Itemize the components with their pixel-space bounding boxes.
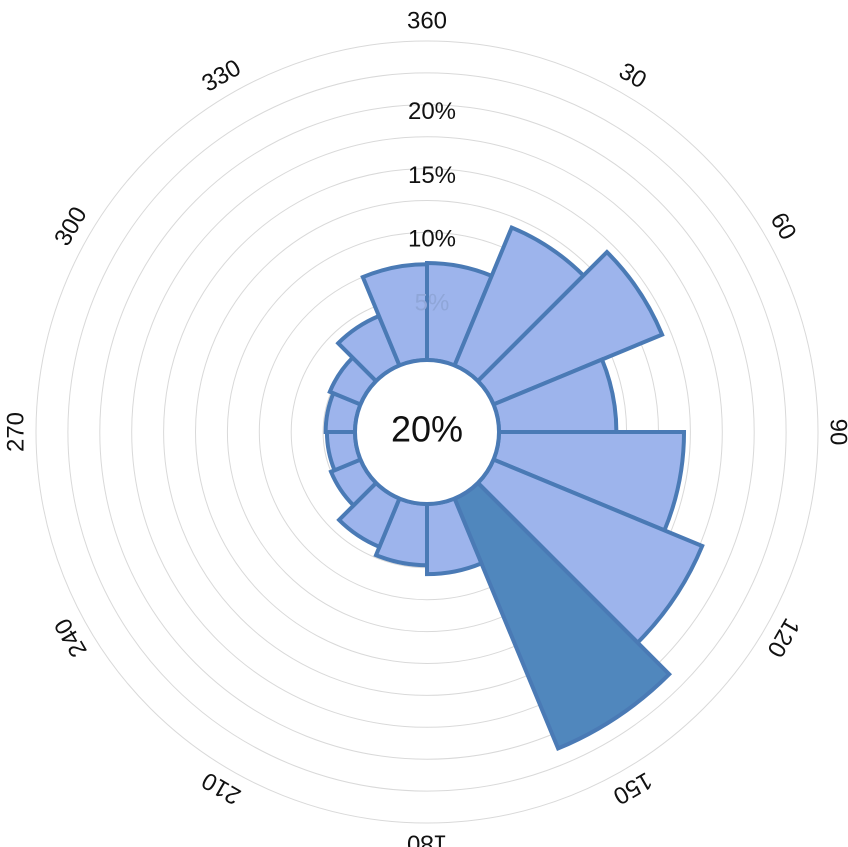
angle-tick-label: 240 — [49, 613, 92, 661]
angle-tick-label: 180 — [407, 830, 447, 847]
radial-tick-label: 5% — [415, 290, 450, 317]
angle-tick-label: 150 — [608, 766, 656, 809]
angle-tick-label: 300 — [49, 202, 92, 250]
grid-ring — [131, 136, 723, 728]
angle-tick-label: 210 — [197, 766, 245, 809]
grid-ring — [67, 72, 787, 792]
sector-bars — [323, 224, 705, 752]
angle-tick-label: 270 — [2, 412, 29, 452]
angle-tick-label: 360 — [407, 7, 447, 34]
angle-tick-label: 30 — [614, 58, 651, 95]
angle-tick-label: 120 — [761, 613, 804, 661]
angle-tick-label: 60 — [765, 208, 802, 245]
grid-ring — [35, 40, 819, 824]
radial-tick-label: 10% — [408, 226, 456, 253]
radial-tick-label: 20% — [408, 98, 456, 125]
grid-ring — [99, 104, 755, 760]
angle-tick-label: 330 — [197, 54, 245, 97]
radial-tick-label: 15% — [408, 162, 456, 189]
grid-ring — [163, 168, 691, 696]
angle-tick-label: 90 — [825, 419, 848, 446]
radial-ticks: 5% 10% 15% 20% — [408, 98, 456, 316]
center-hole — [353, 358, 501, 506]
center-label: 20% — [391, 409, 463, 450]
